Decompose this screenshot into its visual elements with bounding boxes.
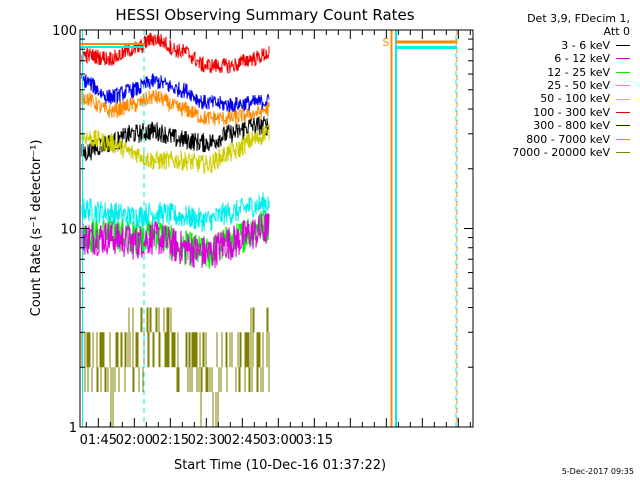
axes: 1 10 100 01:4502:0002:1502:3002:4503:0003:1… xyxy=(52,24,474,448)
y-axis-label: Count Rate (s⁻¹ detector⁻¹) xyxy=(29,140,44,317)
legend-entry: 7000 - 20000 keV xyxy=(470,146,630,159)
legend-entry: 6 - 12 keV xyxy=(470,52,630,65)
series-line xyxy=(81,73,270,113)
legend-header-line-1: Det 3,9, FDecim 1, xyxy=(527,12,630,25)
legend-entry: 50 - 100 keV xyxy=(470,92,630,105)
series-line xyxy=(81,192,270,232)
legend-entry-label: 25 - 50 keV xyxy=(547,79,610,93)
legend-entry: 3 - 6 keV xyxy=(470,39,630,52)
series-line xyxy=(81,89,270,126)
x-tick-label: 03:15 xyxy=(296,433,333,448)
legend-entry-label: 300 - 800 keV xyxy=(533,119,610,133)
legend-swatch xyxy=(616,152,630,154)
series-800-7000keV-group xyxy=(81,89,270,126)
legend-entries: 3 - 6 keV 6 - 12 keV 12 - 25 keV 25 - 50 ke… xyxy=(470,39,630,160)
x-axis-label: Start Time (10-Dec-16 01:37:22) xyxy=(174,458,386,473)
legend-entry-label: 7000 - 20000 keV xyxy=(512,146,610,160)
x-tick-label: 01:45 xyxy=(80,433,117,448)
plot-content xyxy=(81,30,458,427)
legend-swatch xyxy=(616,138,630,140)
legend-swatch xyxy=(616,98,630,100)
legend-entry-label: 800 - 7000 keV xyxy=(526,132,610,146)
legend-swatch xyxy=(616,45,630,47)
legend-swatch xyxy=(616,125,630,127)
series-line xyxy=(81,123,270,175)
y-tick-label: 100 xyxy=(52,24,77,39)
legend-entry-label: 100 - 300 keV xyxy=(533,105,610,119)
series-6-12keV-group xyxy=(81,212,270,269)
y-tick-label: 10 xyxy=(60,223,77,238)
legend-header-line-2: Att 0 xyxy=(603,25,630,39)
legend-entry-label: 50 - 100 keV xyxy=(540,92,610,106)
series-100-300keV-group xyxy=(81,32,270,74)
series-50-100keV-group xyxy=(81,123,270,175)
series-line xyxy=(81,307,270,427)
legend-entry: 25 - 50 keV xyxy=(470,79,630,92)
x-tick-label: 03:00 xyxy=(260,433,297,448)
flag-letter: S xyxy=(383,36,390,49)
y-tick-label: 1 xyxy=(69,421,77,436)
legend-swatch xyxy=(616,58,630,60)
series-line xyxy=(81,32,270,74)
x-tick-label: 02:45 xyxy=(224,433,261,448)
x-tick-label: 02:00 xyxy=(116,433,153,448)
legend-entry-label: 6 - 12 keV xyxy=(554,52,610,66)
chart-title: HESSI Observing Summary Count Rates xyxy=(115,6,414,24)
footer-timestamp: 5-Dec-2017 09:35 xyxy=(561,467,634,476)
legend-entry: 300 - 800 keV xyxy=(470,119,630,132)
legend-swatch xyxy=(616,85,630,87)
legend-entry-label: 12 - 25 keV xyxy=(547,65,610,79)
x-tick-label: 02:15 xyxy=(152,433,189,448)
series-300-800keV-group xyxy=(81,73,270,113)
legend: Det 3,9, FDecim 1, Att 0 3 - 6 keV 6 - 12… xyxy=(470,12,630,159)
x-tick-label: 02:30 xyxy=(188,433,225,448)
legend-entry: 800 - 7000 keV xyxy=(470,133,630,146)
legend-entry: 12 - 25 keV xyxy=(470,66,630,79)
legend-entry: 100 - 300 keV xyxy=(470,106,630,119)
legend-entry-label: 3 - 6 keV xyxy=(561,38,610,52)
legend-swatch xyxy=(616,71,630,73)
series-line xyxy=(81,212,270,269)
series-7000-20000keV-group xyxy=(81,307,270,427)
series-25-50keV-group xyxy=(81,192,270,232)
legend-swatch xyxy=(616,112,630,114)
